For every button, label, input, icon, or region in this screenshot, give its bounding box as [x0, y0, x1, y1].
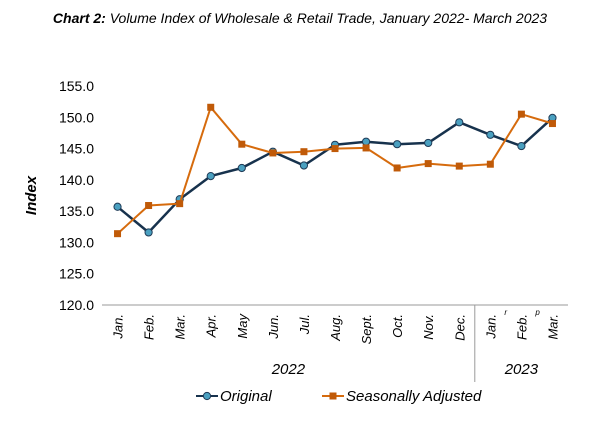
x-tick-label: Nov.: [421, 314, 436, 340]
data-point-original: [144, 228, 153, 237]
data-point-original: [113, 202, 122, 211]
x-tick-label: Oct.: [390, 314, 405, 338]
data-point-seasonally-adjusted: [548, 120, 556, 128]
legend-label-seasonally-adjusted: Seasonally Adjusted: [346, 388, 482, 405]
chart-title-text: Volume Index of Wholesale & Retail Trade…: [109, 10, 548, 26]
year-label: 2022: [271, 361, 306, 378]
y-tick-label: 120.0: [59, 297, 94, 313]
x-tick-label: Mar.: [545, 314, 560, 340]
x-tick-superscript: r: [504, 308, 507, 317]
data-point-seasonally-adjusted: [517, 110, 525, 118]
chart-title: Chart 2: Volume Index of Wholesale & Ret…: [0, 10, 600, 26]
data-point-original: [455, 118, 464, 127]
y-tick-label: 155.0: [59, 78, 94, 94]
data-point-original: [206, 172, 215, 181]
x-tick-label: Dec.: [452, 314, 467, 341]
legend-marker-original: [202, 391, 212, 401]
year-label: 2023: [504, 361, 539, 378]
x-tick-label: May: [235, 313, 250, 339]
y-tick-label: 145.0: [59, 141, 94, 157]
y-tick-label: 125.0: [59, 266, 94, 282]
data-point-seasonally-adjusted: [145, 202, 153, 210]
data-point-seasonally-adjusted: [362, 144, 370, 152]
y-tick-label: 140.0: [59, 172, 94, 188]
x-tick-label: Feb.: [142, 314, 157, 340]
data-point-seasonally-adjusted: [300, 148, 308, 156]
legend-label-original: Original: [220, 388, 272, 405]
x-tick-superscript: p: [534, 308, 540, 317]
data-point-original: [486, 130, 495, 139]
data-point-seasonally-adjusted: [455, 162, 463, 170]
y-tick-label: 135.0: [59, 203, 94, 219]
series-line-seasonally-adjusted: [116, 106, 553, 235]
y-tick-label: 130.0: [59, 234, 94, 250]
x-tick-label: Jun.: [266, 314, 281, 340]
data-point-seasonally-adjusted: [393, 164, 401, 172]
data-point-original: [361, 137, 371, 146]
y-axis-title: Index: [23, 175, 40, 215]
x-tick-label: Feb.: [514, 314, 529, 340]
y-tick-label: 150.0: [59, 109, 94, 125]
data-point-seasonally-adjusted: [114, 230, 122, 238]
data-point-seasonally-adjusted: [238, 140, 246, 148]
data-point-original: [299, 161, 309, 170]
x-tick-label: Mar.: [173, 314, 188, 340]
data-point-seasonally-adjusted: [331, 145, 339, 153]
data-point-original: [517, 141, 526, 151]
data-point-original: [237, 163, 246, 173]
x-tick-label: Aug.: [328, 314, 343, 342]
chart-title-prefix: Chart 2:: [52, 10, 106, 26]
legend-marker-seasonally-adjusted: [329, 392, 337, 400]
data-point-original: [393, 140, 402, 149]
data-point-seasonally-adjusted: [207, 103, 215, 111]
data-point-seasonally-adjusted: [424, 160, 432, 168]
data-point-seasonally-adjusted: [269, 149, 277, 157]
data-point-original: [424, 138, 433, 148]
x-tick-label: Jan.: [111, 314, 126, 340]
x-tick-label: Jul.: [297, 314, 312, 335]
x-tick-label: Jan.: [483, 314, 498, 340]
data-point-seasonally-adjusted: [486, 160, 494, 168]
x-tick-label: Sept.: [359, 314, 374, 344]
x-tick-label: Apr.: [204, 314, 219, 338]
data-point-seasonally-adjusted: [176, 200, 184, 208]
